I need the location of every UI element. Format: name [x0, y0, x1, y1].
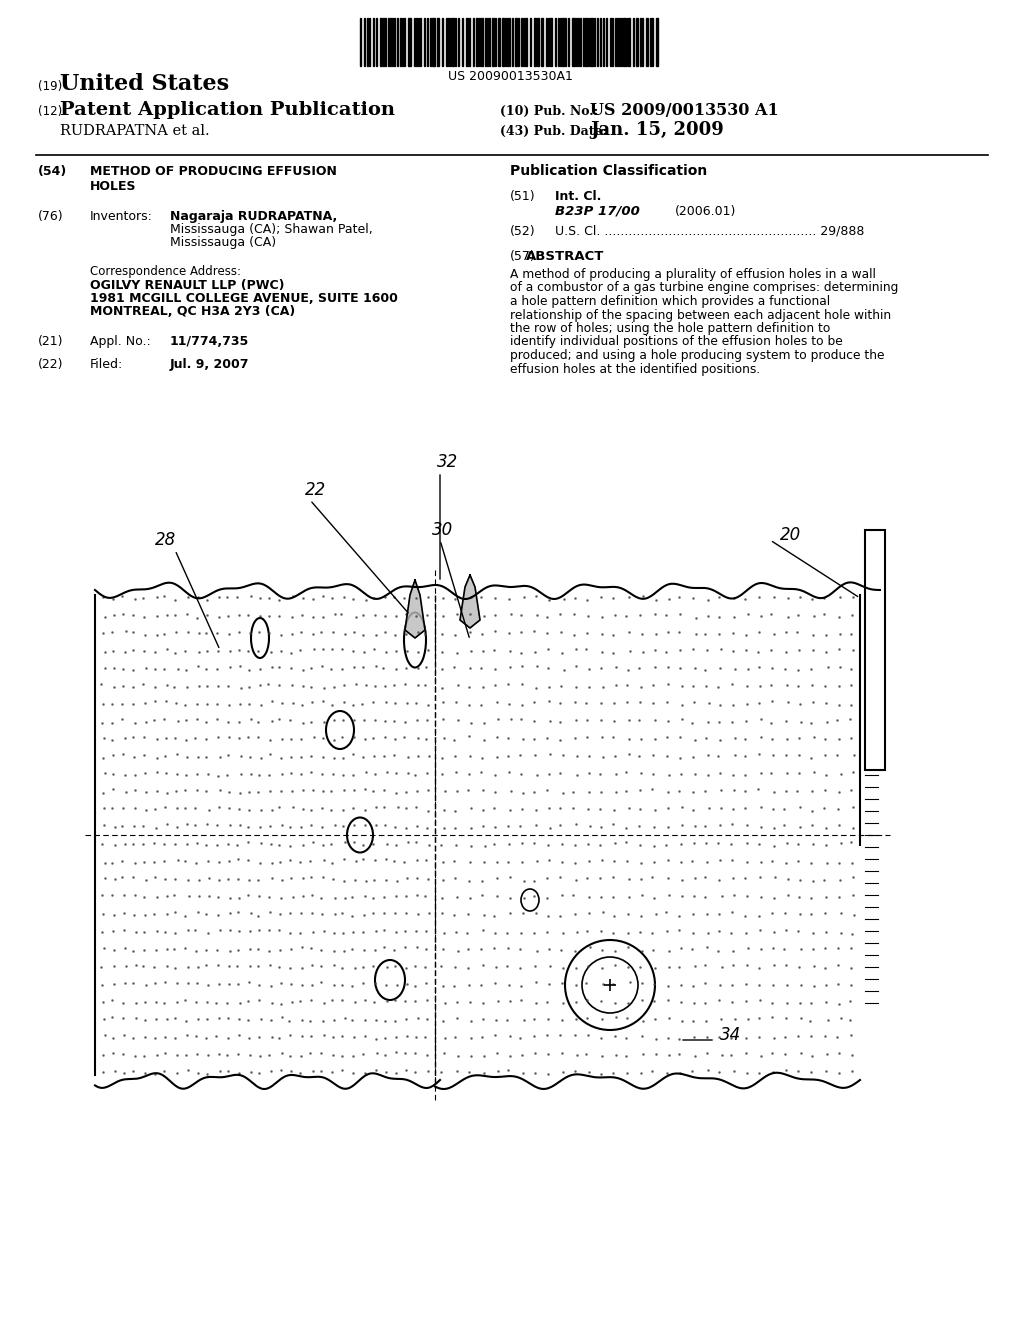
Text: (57): (57) — [510, 249, 536, 263]
Bar — [466, 18, 468, 66]
Text: of a combustor of a gas turbine engine comprises: determining: of a combustor of a gas turbine engine c… — [510, 281, 898, 294]
Text: Mississauga (CA): Mississauga (CA) — [170, 236, 276, 249]
Text: Mississauga (CA); Shawan Patel,: Mississauga (CA); Shawan Patel, — [170, 223, 373, 236]
Bar — [562, 18, 564, 66]
Bar — [437, 18, 439, 66]
Text: (43) Pub. Date:: (43) Pub. Date: — [500, 125, 607, 139]
Text: METHOD OF PRODUCING EFFUSION: METHOD OF PRODUCING EFFUSION — [90, 165, 337, 178]
Bar — [550, 18, 552, 66]
Bar — [380, 18, 382, 66]
Text: MONTREAL, QC H3A 2Y3 (CA): MONTREAL, QC H3A 2Y3 (CA) — [90, 305, 295, 318]
Text: US 20090013530A1: US 20090013530A1 — [447, 70, 572, 83]
Bar — [646, 18, 648, 66]
Text: (22): (22) — [38, 358, 63, 371]
Bar — [408, 18, 411, 66]
Text: (19): (19) — [38, 81, 62, 92]
Text: US 2009/0013530 A1: US 2009/0013530 A1 — [590, 102, 778, 119]
Text: Correspondence Address:: Correspondence Address: — [90, 265, 241, 279]
Text: 22: 22 — [305, 480, 327, 499]
Bar — [452, 18, 454, 66]
Text: 28: 28 — [155, 531, 176, 549]
Text: a hole pattern definition which provides a functional: a hole pattern definition which provides… — [510, 294, 830, 308]
Bar — [585, 18, 587, 66]
Text: (10) Pub. No.:: (10) Pub. No.: — [500, 106, 598, 117]
Text: effusion holes at the identified positions.: effusion holes at the identified positio… — [510, 363, 760, 375]
Text: B23P 17/00: B23P 17/00 — [555, 205, 640, 218]
Text: Nagaraja RUDRAPATNA,: Nagaraja RUDRAPATNA, — [170, 210, 337, 223]
Text: (76): (76) — [38, 210, 63, 223]
Text: 34: 34 — [720, 1026, 741, 1044]
Bar — [492, 18, 494, 66]
Text: (21): (21) — [38, 335, 63, 348]
Bar — [623, 18, 625, 66]
Text: A method of producing a plurality of effusion holes in a wall: A method of producing a plurality of eff… — [510, 268, 876, 281]
Bar — [541, 18, 543, 66]
Text: OGILVY RENAULT LLP (PWC): OGILVY RENAULT LLP (PWC) — [90, 279, 285, 292]
Bar — [590, 18, 593, 66]
Text: Inventors:: Inventors: — [90, 210, 153, 223]
Bar — [525, 18, 527, 66]
Text: RUDRAPATNA et al.: RUDRAPATNA et al. — [60, 124, 210, 139]
Text: (52): (52) — [510, 224, 536, 238]
Polygon shape — [406, 579, 425, 638]
Text: Patent Application Publication: Patent Application Publication — [60, 102, 395, 119]
Text: Filed:: Filed: — [90, 358, 123, 371]
Text: U.S. Cl. ..................................................... 29/888: U.S. Cl. ...............................… — [555, 224, 864, 238]
Bar — [502, 18, 504, 66]
Bar — [534, 18, 536, 66]
Text: (51): (51) — [510, 190, 536, 203]
Bar — [636, 18, 638, 66]
Bar — [572, 18, 575, 66]
Text: produced; and using a hole producing system to produce the: produced; and using a hole producing sys… — [510, 348, 885, 362]
Text: 20: 20 — [780, 525, 801, 544]
Bar — [865, 531, 885, 770]
Bar — [498, 18, 500, 66]
Text: Int. Cl.: Int. Cl. — [555, 190, 601, 203]
Text: (2006.01): (2006.01) — [675, 205, 736, 218]
Text: (12): (12) — [38, 106, 62, 117]
Text: 30: 30 — [432, 521, 454, 539]
Polygon shape — [460, 576, 480, 628]
Text: 11/774,735: 11/774,735 — [170, 335, 249, 348]
Text: ABSTRACT: ABSTRACT — [525, 249, 604, 263]
Bar — [432, 18, 435, 66]
Text: Jan. 15, 2009: Jan. 15, 2009 — [590, 121, 724, 139]
Text: (54): (54) — [38, 165, 68, 178]
Text: the row of holes; using the hole pattern definition to: the row of holes; using the hole pattern… — [510, 322, 830, 335]
Bar — [515, 18, 517, 66]
Bar — [628, 18, 630, 66]
Text: Jul. 9, 2007: Jul. 9, 2007 — [170, 358, 250, 371]
Text: United States: United States — [60, 73, 229, 95]
Text: Appl. No.:: Appl. No.: — [90, 335, 151, 348]
Text: 32: 32 — [437, 453, 459, 471]
Bar — [537, 18, 539, 66]
Bar — [476, 18, 478, 66]
Text: HOLES: HOLES — [90, 180, 136, 193]
Text: Publication Classification: Publication Classification — [510, 164, 708, 178]
Text: relationship of the spacing between each adjacent hole within: relationship of the spacing between each… — [510, 309, 891, 322]
Text: identify individual positions of the effusion holes to be: identify individual positions of the eff… — [510, 335, 843, 348]
Bar — [481, 18, 483, 66]
Bar — [656, 18, 658, 66]
Text: 1981 MCGILL COLLEGE AVENUE, SUITE 1600: 1981 MCGILL COLLEGE AVENUE, SUITE 1600 — [90, 292, 398, 305]
